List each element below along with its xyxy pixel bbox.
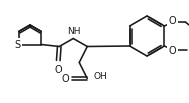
Text: O: O [169,46,176,56]
Text: NH: NH [67,26,81,36]
Text: O: O [54,64,62,74]
Text: O: O [169,16,176,26]
Text: OH: OH [93,72,107,81]
Text: S: S [15,39,21,50]
Text: O: O [62,74,69,84]
